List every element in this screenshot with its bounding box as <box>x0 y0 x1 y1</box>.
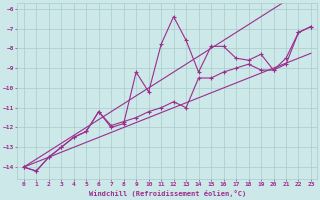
X-axis label: Windchill (Refroidissement éolien,°C): Windchill (Refroidissement éolien,°C) <box>89 190 246 197</box>
